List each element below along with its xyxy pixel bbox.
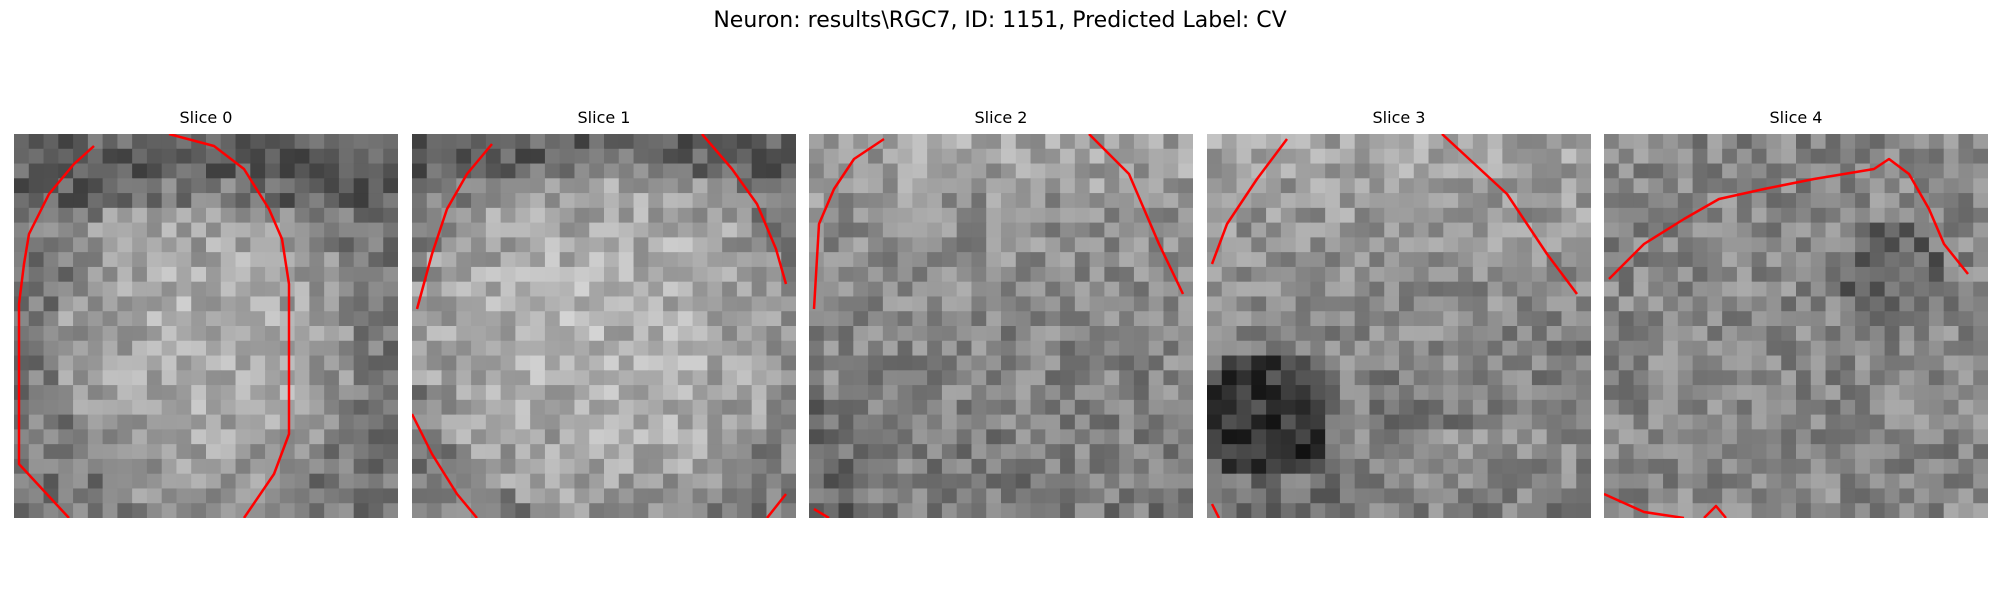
contour-line-4-1: [1604, 492, 1685, 518]
contour-line-3-2: [1210, 503, 1221, 518]
contour-line-2-0: [812, 137, 885, 310]
slice-title-0: Slice 0: [179, 108, 233, 127]
slice-image-3: [1207, 134, 1591, 518]
slice-image-1: [412, 134, 796, 518]
contour-line-1-2: [412, 413, 478, 518]
figure-title: Neuron: results\RGC7, ID: 1151, Predicte…: [713, 8, 1287, 33]
contour-line-4-0: [1608, 157, 1969, 280]
contour-line-1-1: [701, 134, 788, 285]
contour-line-1-3: [766, 493, 787, 518]
contour-line-2-2: [813, 507, 830, 518]
contour-line-0-1: [168, 134, 291, 518]
slice-image-2: [809, 134, 1193, 518]
slice-title-1: Slice 1: [577, 108, 631, 127]
slice-image-4: [1604, 134, 1988, 518]
contour-line-1-0: [415, 143, 493, 310]
contour-line-3-1: [1441, 134, 1578, 295]
contour-line-3-0: [1210, 138, 1288, 265]
contour-line-4-2: [1703, 504, 1727, 518]
slice-title-2: Slice 2: [974, 108, 1028, 127]
contour-line-0-0: [17, 145, 95, 518]
slice-title-3: Slice 3: [1372, 108, 1426, 127]
contour-line-2-1: [1088, 134, 1185, 295]
slice-image-0: [14, 134, 398, 518]
slice-title-4: Slice 4: [1769, 108, 1823, 127]
